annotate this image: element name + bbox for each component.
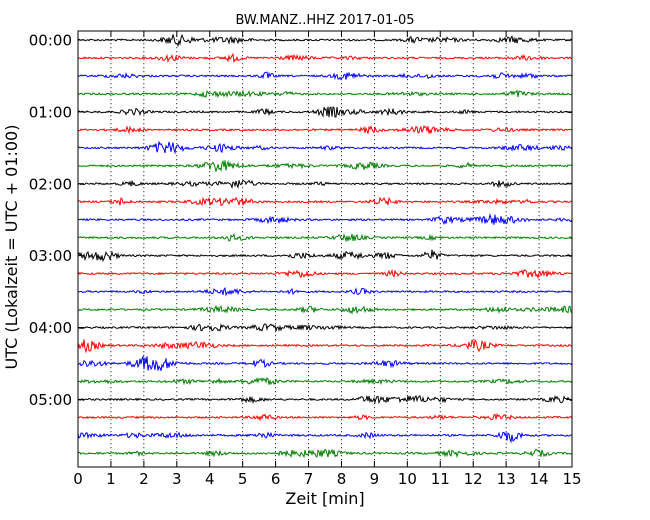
seismogram-trace — [77, 124, 573, 135]
x-tick-label: 3 — [172, 470, 182, 488]
seismogram-trace — [77, 354, 573, 371]
seismogram-trace — [77, 286, 573, 297]
x-tick-label: 7 — [304, 470, 314, 488]
seismogram-trace — [77, 71, 573, 81]
seismogram-trace — [77, 268, 573, 280]
x-tick-label: 1 — [106, 470, 116, 488]
y-axis-label: UTC (Lokalzeit = UTC + 01:00) — [2, 125, 21, 370]
y-tick-label: 05:00 — [29, 391, 72, 409]
x-tick-label: 13 — [497, 470, 516, 488]
seismogram-trace — [77, 213, 573, 226]
x-tick-label: 14 — [530, 470, 549, 488]
seismogram-trace — [77, 431, 573, 444]
y-tick-label: 02:00 — [29, 175, 72, 193]
x-tick-label: 15 — [562, 470, 581, 488]
x-tick-label: 5 — [238, 470, 248, 488]
seismogram-trace — [77, 159, 573, 172]
seismogram-trace — [77, 448, 573, 459]
seismogram-trace — [77, 304, 573, 315]
y-axis: 00:00 01:00 02:00 03:00 04:00 05:00 — [29, 32, 572, 409]
x-tick-label: 0 — [73, 470, 83, 488]
seismogram-trace — [77, 338, 573, 354]
x-axis: 0 1 2 3 4 5 6 7 8 9 10 11 12 13 14 15 — [73, 31, 582, 488]
seismogram-trace — [77, 249, 573, 263]
trace-layer — [77, 33, 573, 459]
seismogram-trace — [77, 89, 573, 98]
x-tick-label: 10 — [398, 470, 417, 488]
seismogram-trace — [77, 52, 573, 64]
seismogram-trace — [77, 140, 573, 155]
seismogram-trace — [77, 232, 573, 243]
chart-title: BW.MANZ..HHZ 2017-01-05 — [235, 13, 414, 28]
plot-frame — [77, 30, 573, 468]
seismogram-trace — [77, 196, 573, 206]
seismogram-trace — [77, 106, 573, 118]
grid-layer — [110, 31, 540, 467]
seismogram-trace — [77, 412, 573, 422]
seismogram-trace — [77, 33, 573, 48]
y-tick-label: 01:00 — [29, 103, 72, 121]
x-axis-label: Zeit [min] — [285, 489, 364, 508]
y-tick-label: 04:00 — [29, 319, 72, 337]
y-tick-label: 03:00 — [29, 247, 72, 265]
seismogram-trace — [77, 323, 573, 332]
x-tick-label: 9 — [370, 470, 380, 488]
x-tick-label: 6 — [271, 470, 281, 488]
x-tick-label: 11 — [431, 470, 450, 488]
x-tick-label: 8 — [337, 470, 347, 488]
seismogram-trace — [77, 376, 573, 386]
x-tick-label: 4 — [205, 470, 215, 488]
seismogram-trace — [77, 394, 573, 405]
x-tick-label: 2 — [139, 470, 149, 488]
x-tick-label: 12 — [464, 470, 483, 488]
y-tick-label: 00:00 — [29, 32, 72, 50]
seismogram-trace — [77, 179, 573, 190]
